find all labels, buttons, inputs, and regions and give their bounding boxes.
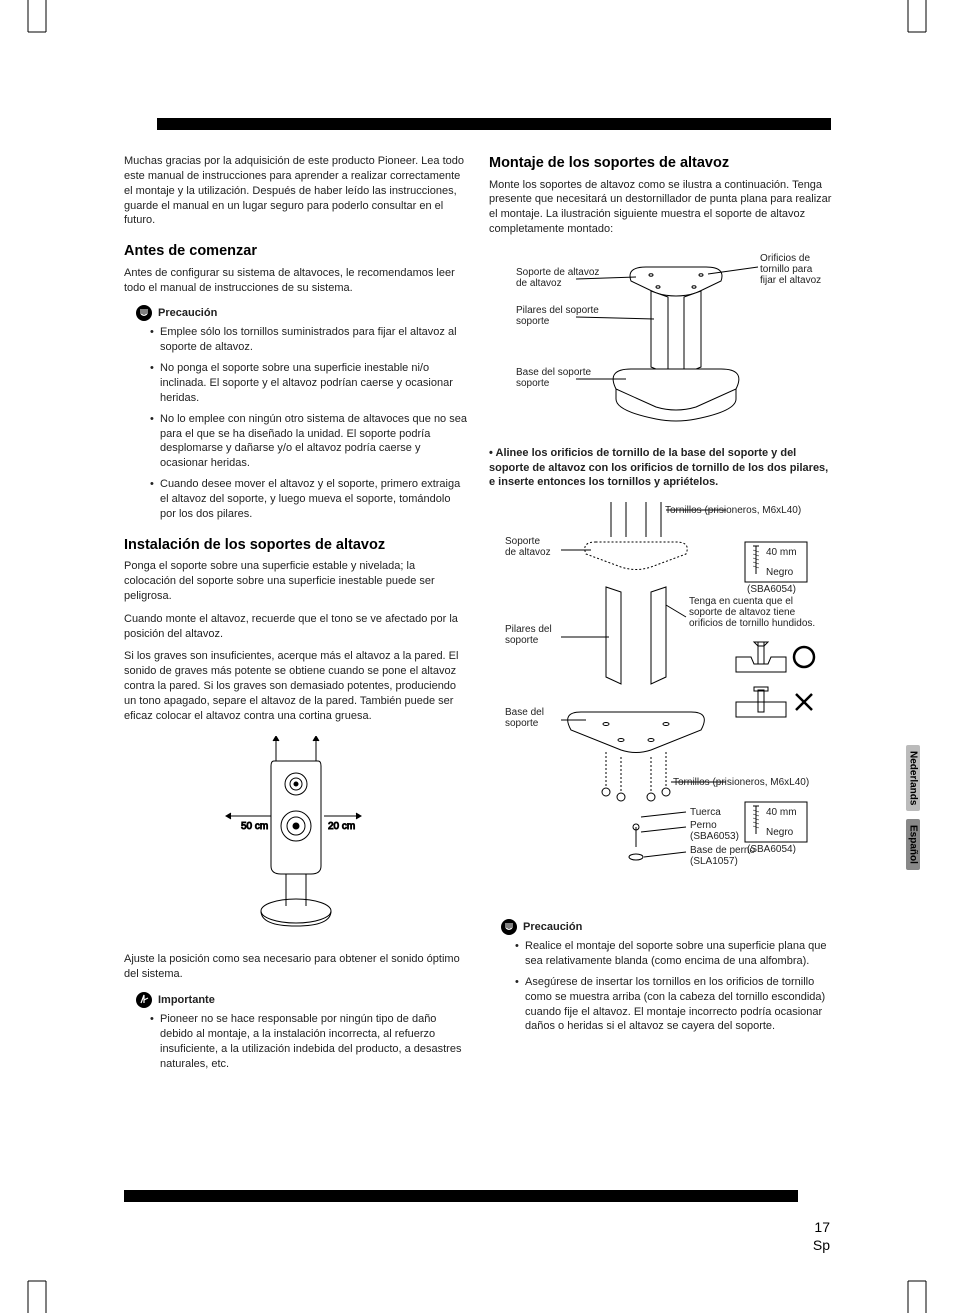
svg-text:(SLA1057): (SLA1057)	[690, 856, 738, 867]
dist-right-label: 20 cm	[328, 821, 355, 832]
crop-mark-br	[894, 1253, 954, 1313]
s2-p3: Si los graves son insuficientes, acerque…	[124, 649, 467, 723]
svg-text:Base del: Base del	[505, 707, 544, 718]
caution-list-2: Realice el montaje del soporte sobre una…	[515, 939, 832, 1034]
intro-text: Muchas gracias por la adquisición de est…	[124, 154, 467, 228]
s2-p2: Cuando monte el altavoz, recuerde que el…	[124, 612, 467, 642]
svg-text:Base del soporte: Base del soporte	[516, 367, 591, 378]
crop-mark-bl	[0, 1253, 60, 1313]
s2-p4: Ajuste la posición como sea necesario pa…	[124, 952, 467, 982]
svg-text:Base de perno: Base de perno	[690, 845, 755, 856]
s3-p2: • Alinee los orificios de tornillo de la…	[489, 446, 832, 491]
svg-text:Soporte de altavoz: Soporte de altavoz	[516, 267, 599, 278]
svg-text:Perno: Perno	[690, 820, 717, 831]
svg-text:Soporte: Soporte	[505, 536, 540, 547]
caution-icon	[501, 919, 517, 935]
svg-text:(SBA6053): (SBA6053)	[690, 831, 739, 842]
svg-text:Tornillos (prisioneros, M6xL40: Tornillos (prisioneros, M6xL40)	[665, 505, 801, 516]
caution-label-2: Precaución	[523, 920, 582, 935]
speaker-distance-figure: 50 cm 20 cm	[124, 736, 467, 941]
svg-text:Tuerca: Tuerca	[690, 807, 721, 818]
crop-mark-tr	[894, 0, 954, 60]
exploded-stand-figure: Tornillos (prisioneros, M6xL40) Soporte …	[489, 502, 832, 907]
svg-text:de altavoz: de altavoz	[505, 547, 551, 558]
s2-imp1: Pioneer no se hace responsable por ningú…	[150, 1012, 467, 1071]
svg-text:soporte: soporte	[516, 378, 550, 389]
svg-text:40 mm: 40 mm	[766, 547, 797, 558]
s1-b3: No lo emplee con ningún otro sistema de …	[150, 412, 467, 471]
svg-text:tornillo para: tornillo para	[760, 264, 813, 275]
svg-text:Tenga en cuenta que el: Tenga en cuenta que el	[689, 596, 793, 607]
heading-assembly: Montaje de los soportes de altavoz	[489, 154, 832, 174]
tab-nederlands[interactable]: Nederlands	[906, 745, 920, 811]
important-header: Importante	[136, 992, 467, 1008]
s3-b1: Realice el montaje del soporte sobre una…	[515, 939, 832, 969]
svg-text:Negro: Negro	[766, 827, 794, 838]
important-list: Pioneer no se hace responsable por ningú…	[150, 1012, 467, 1071]
svg-text:fijar el altavoz: fijar el altavoz	[760, 275, 821, 286]
svg-text:soporte de altavoz tiene: soporte de altavoz tiene	[689, 607, 796, 618]
svg-text:40 mm: 40 mm	[766, 807, 797, 818]
caution-list-1: Emplee sólo los tornillos suministrados …	[150, 325, 467, 521]
heading-before-start: Antes de comenzar	[124, 242, 467, 262]
s1-b1: Emplee sólo los tornillos suministrados …	[150, 325, 467, 355]
important-label: Importante	[158, 993, 215, 1008]
important-icon	[136, 992, 152, 1008]
s2-p1: Ponga el soporte sobre una superficie es…	[124, 559, 467, 604]
footer-bar	[124, 1190, 798, 1202]
s1-p1: Antes de configurar su sistema de altavo…	[124, 266, 467, 296]
s3-b2: Asegúrese de insertar los tornillos en l…	[515, 975, 832, 1034]
svg-text:Pilares del: Pilares del	[505, 624, 552, 635]
caution-header-1: Precaución	[136, 305, 467, 321]
crop-mark-tl	[0, 0, 60, 60]
tab-espanol[interactable]: Español	[906, 819, 920, 870]
assembled-stand-figure: Soporte de altavoz de altavoz Pilares de…	[489, 249, 832, 434]
svg-text:soporte: soporte	[516, 316, 550, 327]
left-column: Muchas gracias por la adquisición de est…	[124, 154, 467, 1078]
svg-text:Tornillos (prisioneros, M6xL40: Tornillos (prisioneros, M6xL40)	[673, 777, 809, 788]
caution-header-2: Precaución	[501, 919, 832, 935]
dist-left-label: 50 cm	[241, 821, 268, 832]
svg-text:(SBA6054): (SBA6054)	[747, 844, 796, 855]
s3-p1: Monte los soportes de altavoz como se il…	[489, 178, 832, 237]
language-tabs: Nederlands Español	[906, 745, 920, 878]
svg-text:soporte: soporte	[505, 718, 539, 729]
svg-text:Pilares del soporte: Pilares del soporte	[516, 305, 599, 316]
page-content: Muchas gracias por la adquisición de est…	[124, 118, 832, 1078]
caution-label-1: Precaución	[158, 306, 217, 321]
s1-b4: Cuando desee mover el altavoz y el sopor…	[150, 477, 467, 522]
page-number: 17 Sp	[813, 1218, 830, 1254]
svg-text:(SBA6054): (SBA6054)	[747, 584, 796, 595]
s1-b2: No ponga el soporte sobre una superficie…	[150, 361, 467, 406]
svg-text:Negro: Negro	[766, 567, 794, 578]
svg-text:de altavoz: de altavoz	[516, 278, 562, 289]
svg-text:orificios de tornillo hundidos: orificios de tornillo hundidos.	[689, 618, 815, 629]
caution-icon	[136, 305, 152, 321]
svg-text:Orificios de: Orificios de	[760, 253, 810, 264]
heading-install: Instalación de los soportes de altavoz	[124, 536, 467, 556]
svg-text:soporte: soporte	[505, 635, 539, 646]
right-column: Montaje de los soportes de altavoz Monte…	[489, 154, 832, 1078]
